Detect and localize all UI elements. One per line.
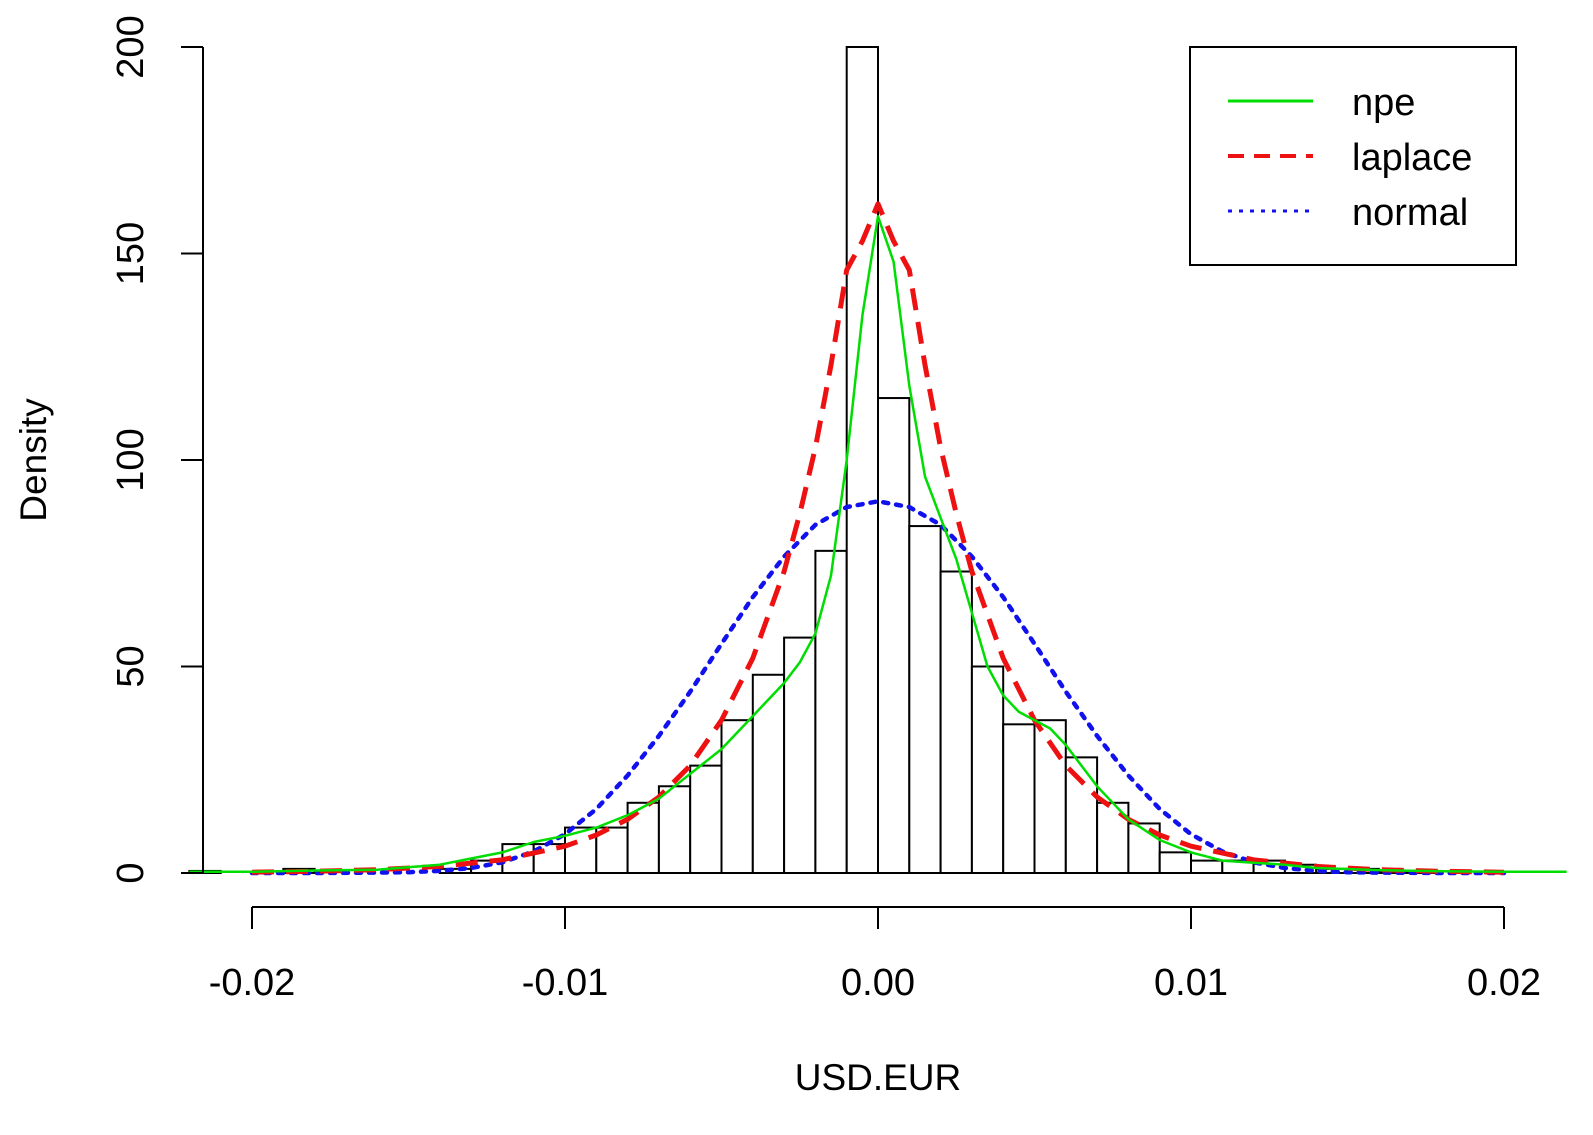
density-curves <box>189 201 1567 876</box>
histogram-bar <box>751 673 786 875</box>
x-tick-label: -0.02 <box>209 962 296 1004</box>
histogram-bar <box>1064 756 1099 874</box>
y-tick-label: 150 <box>110 222 152 285</box>
histogram-bar <box>689 764 723 874</box>
histogram-bar <box>720 719 754 874</box>
legend-label-npe: npe <box>1352 82 1415 124</box>
histogram-bar <box>783 636 817 875</box>
histogram-bar <box>1190 859 1224 874</box>
y-tick-label: 200 <box>110 15 152 78</box>
histogram-bar <box>1158 851 1192 874</box>
histogram-bar <box>814 549 848 874</box>
legend-box <box>1189 46 1517 266</box>
legend: npe laplace normal <box>1189 46 1517 266</box>
histogram-bar <box>877 397 911 874</box>
curve-laplace <box>251 201 1505 875</box>
legend-label-normal: normal <box>1352 192 1468 234</box>
histogram-bar <box>657 785 692 875</box>
x-tick-label: -0.01 <box>522 962 609 1004</box>
y-tick-label: 50 <box>110 645 152 687</box>
y-tick-label: 0 <box>110 862 152 883</box>
x-tick-label: 0.01 <box>1154 962 1228 1004</box>
x-tick-label: 0.00 <box>841 962 915 1004</box>
x-tick-label: 0.02 <box>1467 962 1541 1004</box>
histogram-bar <box>908 525 942 875</box>
histogram-bar <box>970 665 1005 874</box>
y-axis: 0 50 100 150 200 <box>110 15 204 884</box>
curve-npe <box>189 215 1567 874</box>
histogram-bar <box>1002 723 1036 874</box>
legend-label-laplace: laplace <box>1352 137 1472 179</box>
x-axis: -0.02 -0.01 0.00 0.01 0.02 <box>209 906 1541 1004</box>
histogram-bar <box>845 46 880 874</box>
y-tick-label: 100 <box>110 428 152 491</box>
histogram-bar <box>1096 801 1130 874</box>
x-axis-title: USD.EUR <box>795 1057 962 1098</box>
y-axis-title: Density <box>13 398 54 522</box>
histogram-bar <box>939 570 973 874</box>
